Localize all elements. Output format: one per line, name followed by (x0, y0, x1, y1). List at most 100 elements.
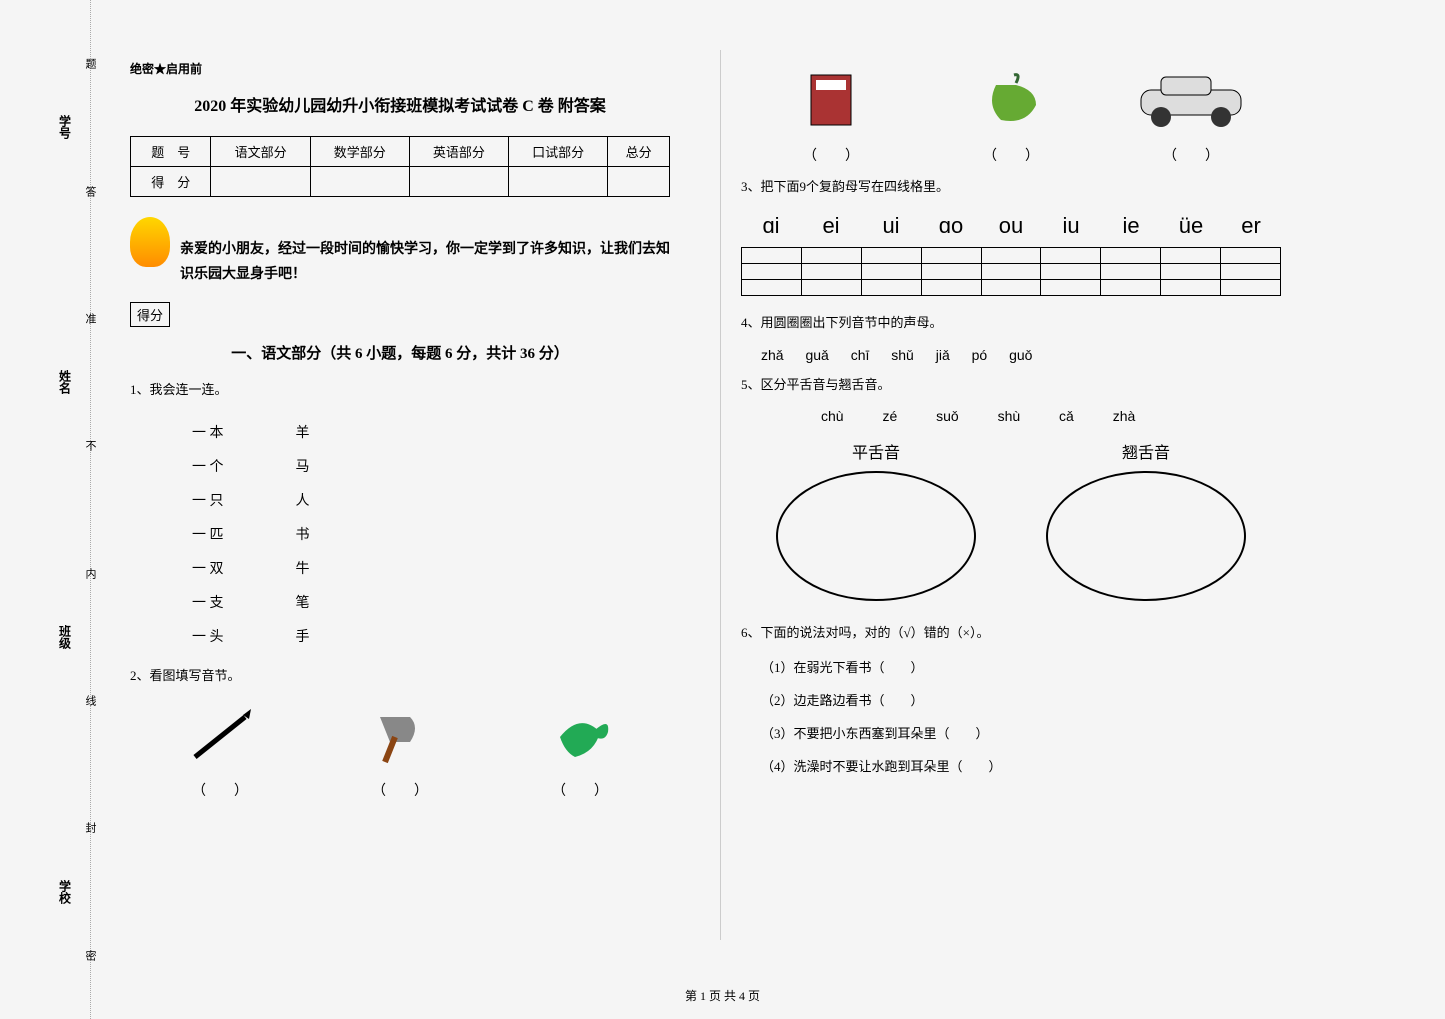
v3: ɑo (926, 213, 976, 239)
fish-icon (540, 702, 620, 772)
q6-2: （3）不要把小东西塞到耳朵里（ ） (761, 723, 1281, 742)
car-icon (1121, 60, 1261, 140)
th-4: 口试部分 (509, 137, 608, 167)
q2-item-0: （ ） (180, 702, 260, 800)
q1-r5: 笔 (286, 586, 370, 618)
dot-6: 封 (82, 822, 98, 833)
v8: er (1226, 213, 1276, 239)
ovals-row: 平舌音 翘舌音 (741, 439, 1281, 601)
dot-1: 答 (82, 186, 98, 197)
sidebar-xingming: 姓名 (57, 360, 74, 404)
v7: üe (1166, 213, 1216, 239)
q3-blank-1: （ ） (983, 149, 1039, 164)
flat-oval (776, 471, 976, 601)
score-value-row: 得 分 (131, 167, 670, 197)
q1-r0: 羊 (286, 416, 370, 448)
v4: ou (986, 213, 1036, 239)
perforation-labels: 题 答 准 不 内 线 封 密 (82, 0, 98, 1019)
q1-l3: 一 匹 (182, 518, 284, 550)
q6-1: （2）边走路边看书（ ） (761, 690, 1281, 709)
q1-l6: 一 头 (182, 620, 284, 652)
q3-blank-0: （ ） (803, 149, 859, 164)
greeting-row: 亲爱的小朋友，经过一段时间的愉快学习，你一定学到了许多知识，让我们去知识乐园大显… (130, 217, 670, 287)
curl-tongue-group: 翘舌音 (1046, 439, 1246, 601)
mascot-icon (130, 217, 170, 267)
q2-item-2: （ ） (540, 702, 620, 800)
td-5 (608, 167, 670, 197)
q1-r6: 手 (286, 620, 370, 652)
q1-r3: 书 (286, 518, 370, 550)
q1-label: 1、我会连一连。 (130, 378, 670, 401)
q6-3: （4）洗澡时不要让水跑到耳朵里（ ） (761, 756, 1281, 775)
flat-tongue-group: 平舌音 (776, 439, 976, 601)
q5-syllables: chù zé suǒ shù cǎ zhà (821, 408, 1281, 424)
th-0: 题 号 (131, 137, 211, 167)
v6: ie (1106, 213, 1156, 239)
binding-sidebar: 学号 姓名 班级 学校 (45, 0, 85, 1019)
curl-label: 翘舌音 (1046, 439, 1246, 463)
th-5: 总分 (608, 137, 670, 167)
sidebar-xuexiao: 学校 (57, 870, 74, 914)
left-column: 绝密★启用前 2020 年实验幼儿园幼升小衔接班模拟考试试卷 C 卷 附答案 题… (110, 40, 690, 980)
q3-label: 3、把下面9个复韵母写在四线格里。 (741, 175, 1281, 198)
page-content: 绝密★启用前 2020 年实验幼儿园幼升小衔接班模拟考试试卷 C 卷 附答案 题… (110, 40, 1410, 980)
th-1: 语文部分 (211, 137, 310, 167)
v1: ei (806, 213, 856, 239)
vowel-header: ɑi ei ui ɑo ou iu ie üe er (741, 213, 1281, 239)
score-badge: 得分 (130, 302, 170, 327)
q4-label: 4、用圆圈圈出下列音节中的声母。 (741, 311, 1281, 334)
q5-label: 5、区分平舌音与翘舌音。 (741, 373, 1281, 396)
confidential-tag: 绝密★启用前 (130, 60, 670, 77)
axe-icon (360, 702, 440, 772)
dot-7: 密 (82, 950, 98, 961)
sidebar-banji: 班级 (57, 615, 74, 659)
q1-r4: 牛 (286, 552, 370, 584)
th-2: 数学部分 (310, 137, 409, 167)
dot-0: 题 (82, 58, 98, 69)
v0: ɑi (746, 213, 796, 239)
q6-0: （1）在弱光下看书（ ） (761, 657, 1281, 676)
exam-title: 2020 年实验幼儿园幼升小衔接班模拟考试试卷 C 卷 附答案 (130, 92, 670, 116)
q1-l4: 一 双 (182, 552, 284, 584)
q2-blank-2: （ ） (552, 784, 608, 799)
q2-label: 2、看图填写音节。 (130, 664, 670, 687)
sidebar-xuehao: 学号 (57, 105, 74, 149)
score-table: 题 号 语文部分 数学部分 英语部分 口试部分 总分 得 分 (130, 136, 670, 197)
eggplant-icon (941, 60, 1081, 140)
writing-lines (741, 247, 1281, 296)
q1-l2: 一 只 (182, 484, 284, 516)
th-3: 英语部分 (409, 137, 508, 167)
q1-r2: 人 (286, 484, 370, 516)
dot-3: 不 (82, 440, 98, 451)
dot-4: 内 (82, 568, 98, 579)
q3-images: （ ） （ ） （ ） (741, 60, 1281, 165)
q2-item-1: （ ） (360, 702, 440, 800)
td-1 (211, 167, 310, 197)
td-label: 得 分 (131, 167, 211, 197)
v2: ui (866, 213, 916, 239)
td-2 (310, 167, 409, 197)
pen-icon (180, 702, 260, 772)
td-4 (509, 167, 608, 197)
flat-label: 平舌音 (776, 439, 976, 463)
dot-5: 线 (82, 695, 98, 706)
q2-blank-0: （ ） (192, 784, 248, 799)
curl-oval (1046, 471, 1246, 601)
four-line-grid: ɑi ei ui ɑo ou iu ie üe er (741, 213, 1281, 296)
q3-item-1: （ ） (941, 60, 1081, 165)
section-1-title: 一、语文部分（共 6 小题，每题 6 分，共计 36 分） (130, 342, 670, 363)
q3-item-0: （ ） (761, 60, 901, 165)
q1-l5: 一 支 (182, 586, 284, 618)
v5: iu (1046, 213, 1096, 239)
td-3 (409, 167, 508, 197)
page-footer: 第 1 页 共 4 页 (0, 987, 1445, 1004)
q1-l1: 一 个 (182, 450, 284, 482)
right-column: （ ） （ ） （ ） 3、把下面9个复韵母写在四线格里。 ɑi ei ui (721, 40, 1301, 980)
q2-blank-1: （ ） (372, 784, 428, 799)
greeting-text: 亲爱的小朋友，经过一段时间的愉快学习，你一定学到了许多知识，让我们去知识乐园大显… (180, 237, 670, 287)
q1-match-table: 一 本羊 一 个马 一 只人 一 匹书 一 双牛 一 支笔 一 头手 (180, 414, 372, 654)
q2-images: （ ） （ ） （ ） (130, 702, 670, 800)
q3-item-2: （ ） (1121, 60, 1261, 165)
q1-l0: 一 本 (182, 416, 284, 448)
q1-r1: 马 (286, 450, 370, 482)
